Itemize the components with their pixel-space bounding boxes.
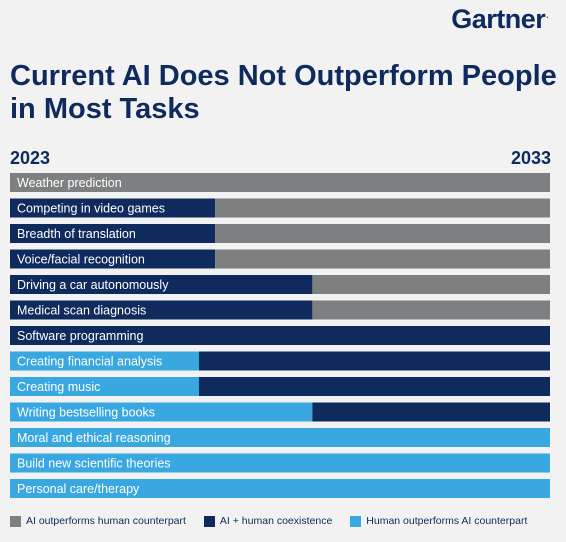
legend-label-coexistence: AI + human coexistence bbox=[219, 515, 333, 527]
start-year-label: 2023 bbox=[10, 148, 51, 168]
task-label: Moral and ethical reasoning bbox=[17, 431, 171, 445]
bar-segment-ai bbox=[312, 300, 550, 320]
bar-segment-coexistence bbox=[10, 300, 313, 320]
legend-label-ai-outperforms: AI outperforms human counterpart bbox=[26, 515, 186, 527]
bar-segment-coexistence bbox=[10, 198, 216, 218]
legend-item-ai-outperforms: AI outperforms human counterpart bbox=[10, 515, 186, 527]
bar-segment-human bbox=[10, 428, 550, 447]
bar-segment-human bbox=[10, 351, 199, 371]
legend-swatch-blue bbox=[350, 515, 362, 527]
legend-item-human-outperforms: Human outperforms AI counterpart bbox=[350, 515, 527, 527]
task-label: Build new scientific theories bbox=[17, 457, 171, 471]
bar-segment-coexistence bbox=[199, 351, 550, 371]
task-bar-chart: Weather prediction Competing in video gam… bbox=[10, 173, 550, 498]
bar-segment-human bbox=[10, 479, 550, 498]
bar-segment-coexistence bbox=[199, 377, 550, 396]
legend-swatch-gray bbox=[10, 515, 21, 527]
logo-dot: . bbox=[546, 11, 548, 20]
bar-segment-coexistence bbox=[10, 275, 313, 294]
task-label: Driving a car autonomously bbox=[17, 278, 169, 292]
task-label: Medical scan diagnosis bbox=[17, 304, 146, 318]
bar-segment-coexistence bbox=[10, 326, 550, 345]
bar-segment-coexistence bbox=[10, 249, 216, 269]
legend: AI outperforms human counterpart AI + hu… bbox=[10, 515, 562, 527]
legend-item-coexistence: AI + human coexistence bbox=[203, 515, 333, 527]
bar-segment-ai bbox=[215, 198, 550, 218]
year-axis: 2023 2033 bbox=[10, 148, 551, 169]
legend-swatch-navy bbox=[203, 515, 215, 527]
bar-segment-ai bbox=[215, 249, 550, 269]
task-label: Creating financial analysis bbox=[17, 355, 162, 369]
bar-segment-coexistence bbox=[312, 402, 550, 422]
task-label: Personal care/therapy bbox=[17, 482, 140, 496]
bar-segment-human bbox=[10, 402, 313, 422]
legend-label-human-outperforms: Human outperforms AI counterpart bbox=[366, 515, 528, 527]
bar-segment-ai bbox=[215, 224, 550, 243]
chart-title: Current AI Does Not Outperform People in… bbox=[10, 60, 557, 125]
task-label: Breadth of translation bbox=[17, 227, 136, 241]
bar-segment-ai bbox=[10, 173, 550, 192]
bar-segment-human bbox=[10, 453, 550, 473]
task-label: Creating music bbox=[17, 380, 100, 394]
task-label: Weather prediction bbox=[17, 176, 122, 190]
bar-segment-coexistence bbox=[10, 224, 216, 243]
logo-text: Gartner bbox=[451, 4, 546, 34]
end-year-label: 2033 bbox=[510, 148, 551, 168]
task-label: Software programming bbox=[17, 329, 143, 343]
task-label: Writing bestselling books bbox=[17, 406, 155, 420]
task-label: Competing in video games bbox=[17, 202, 165, 216]
task-label: Voice/facial recognition bbox=[17, 253, 145, 267]
bar-segment-ai bbox=[312, 275, 550, 294]
gartner-logo: Gartner. bbox=[451, 4, 548, 35]
bar-segment-human bbox=[10, 377, 199, 396]
